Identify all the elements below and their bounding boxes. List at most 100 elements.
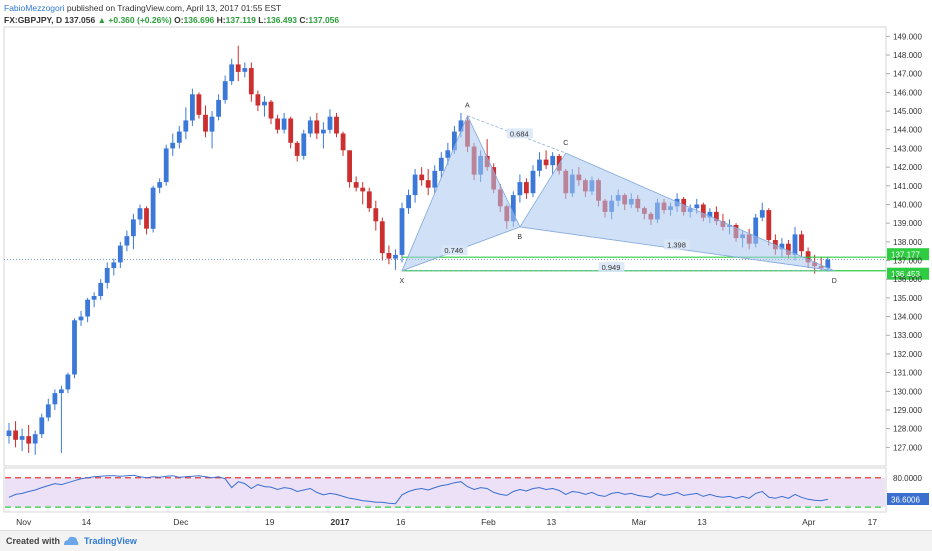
x-tick-label: 19 xyxy=(265,517,275,527)
x-tick-label: 13 xyxy=(547,517,557,527)
rsi-tick-label: 80.0000 xyxy=(893,474,922,483)
price-tag-label: 136.453 xyxy=(891,270,920,279)
candle-body xyxy=(307,120,313,134)
pattern-layer: X A B C D 0.746 0.684 1.398 0.949 xyxy=(400,103,837,285)
rsi-value-label: 36.6006 xyxy=(891,496,920,505)
candle-body xyxy=(59,389,64,394)
candle-body xyxy=(510,195,516,222)
candle-body xyxy=(150,187,156,229)
candle-body xyxy=(6,430,12,437)
pattern-ratio-line xyxy=(519,226,835,272)
candle-body xyxy=(275,118,280,130)
y-tick-label: 128.000 xyxy=(893,425,922,434)
y-tick-label: 147.000 xyxy=(893,70,922,79)
candle-body xyxy=(163,148,169,182)
ratio-label-bg xyxy=(664,239,691,250)
ratio-label: 0.949 xyxy=(602,263,621,272)
candle-body xyxy=(412,174,418,196)
candle-body xyxy=(419,174,425,181)
publish-info: FabioMezzogori published on TradingView.… xyxy=(4,3,281,13)
y-tick-label: 134.000 xyxy=(893,313,922,322)
close-value: 137.056 xyxy=(308,15,340,25)
y-tick-label: 140.000 xyxy=(893,201,922,210)
y-tick-label: 137.000 xyxy=(893,257,922,266)
y-tick-label: 138.000 xyxy=(893,238,922,247)
candle-body xyxy=(19,436,25,440)
candle-body xyxy=(517,182,523,196)
candle-body xyxy=(235,64,241,72)
candle-body xyxy=(52,393,58,405)
x-tick-label: 17 xyxy=(868,517,878,527)
candle-body xyxy=(301,133,307,156)
ratio-label-bg xyxy=(506,128,533,139)
candle-body xyxy=(91,296,97,300)
candle-body xyxy=(786,243,791,255)
candle-body xyxy=(379,221,385,254)
candle-body xyxy=(196,94,202,115)
x-tick-label: Nov xyxy=(16,517,32,527)
candle-body xyxy=(98,282,104,296)
rsi-value-tag xyxy=(887,493,929,505)
change-arrow-icon: ▲ xyxy=(97,15,107,25)
candle-body xyxy=(792,234,798,255)
rsi-line xyxy=(8,474,828,505)
candle-body xyxy=(137,208,143,220)
low-label: L: xyxy=(258,15,267,25)
close-label: C: xyxy=(299,15,309,25)
candle-body xyxy=(406,195,411,209)
rsi-band-fill xyxy=(5,477,885,508)
rsi-layer xyxy=(5,474,885,508)
candle-body xyxy=(176,131,182,143)
candle-body xyxy=(248,68,254,95)
y-tick-label: 136.000 xyxy=(893,275,922,284)
candle-body xyxy=(85,299,90,317)
symbol-legend: FX:GBPJPY, D 137.056 ▲ +0.360 (+0.26%) O… xyxy=(4,15,339,25)
candle-body xyxy=(524,182,529,194)
candle-body xyxy=(360,187,366,192)
candle-body xyxy=(550,155,556,166)
price-chart[interactable]: X A B C D 0.746 0.684 1.398 0.949 137.177 136.453… xyxy=(0,0,932,530)
candle-body xyxy=(268,101,274,119)
y-tick-label: 127.000 xyxy=(893,443,922,452)
y-tick-label: 148.000 xyxy=(893,51,922,60)
candle-body xyxy=(694,204,700,209)
pattern-point-label: C xyxy=(563,140,568,147)
rsi-pane-border xyxy=(3,467,887,513)
candle-body xyxy=(190,94,195,121)
candle-body xyxy=(340,133,346,151)
y-tick-label: 142.000 xyxy=(893,163,922,172)
candle-body xyxy=(425,180,431,188)
created-with-text: Created with xyxy=(6,536,61,546)
candle-body xyxy=(229,64,235,82)
candle-body xyxy=(347,150,352,183)
candle-body xyxy=(32,434,38,444)
pattern-point-label: X xyxy=(400,278,405,285)
y-tick-label: 143.000 xyxy=(893,144,922,153)
candle-body xyxy=(399,208,405,255)
candle-body xyxy=(72,320,77,375)
candle-body xyxy=(242,68,248,72)
tradingview-brand[interactable]: TradingView xyxy=(84,536,137,546)
x-tick-label: 13 xyxy=(697,517,707,527)
price-tag xyxy=(887,267,929,280)
ratio-label: 0.684 xyxy=(510,129,529,138)
candle-body xyxy=(714,211,719,222)
candle-body xyxy=(203,114,208,132)
y-tick-label: 141.000 xyxy=(893,182,922,191)
pattern-point-label: D xyxy=(832,278,837,285)
open-value: 136.696 xyxy=(183,15,215,25)
author-link[interactable]: FabioMezzogori xyxy=(4,3,65,13)
candle-body xyxy=(327,116,333,130)
y-tick-label: 145.000 xyxy=(893,107,922,116)
candle-body xyxy=(353,182,359,188)
candle-body xyxy=(707,211,713,218)
candle-body xyxy=(334,116,339,134)
price-tag-label: 137.177 xyxy=(891,251,920,260)
candle-body xyxy=(759,210,765,218)
x-tick-label: 16 xyxy=(396,517,406,527)
candle-body xyxy=(288,118,294,143)
candle-body xyxy=(170,142,176,149)
candle-body xyxy=(373,208,379,222)
x-tick-label: 14 xyxy=(82,517,92,527)
low-value: 136.493 xyxy=(266,15,298,25)
